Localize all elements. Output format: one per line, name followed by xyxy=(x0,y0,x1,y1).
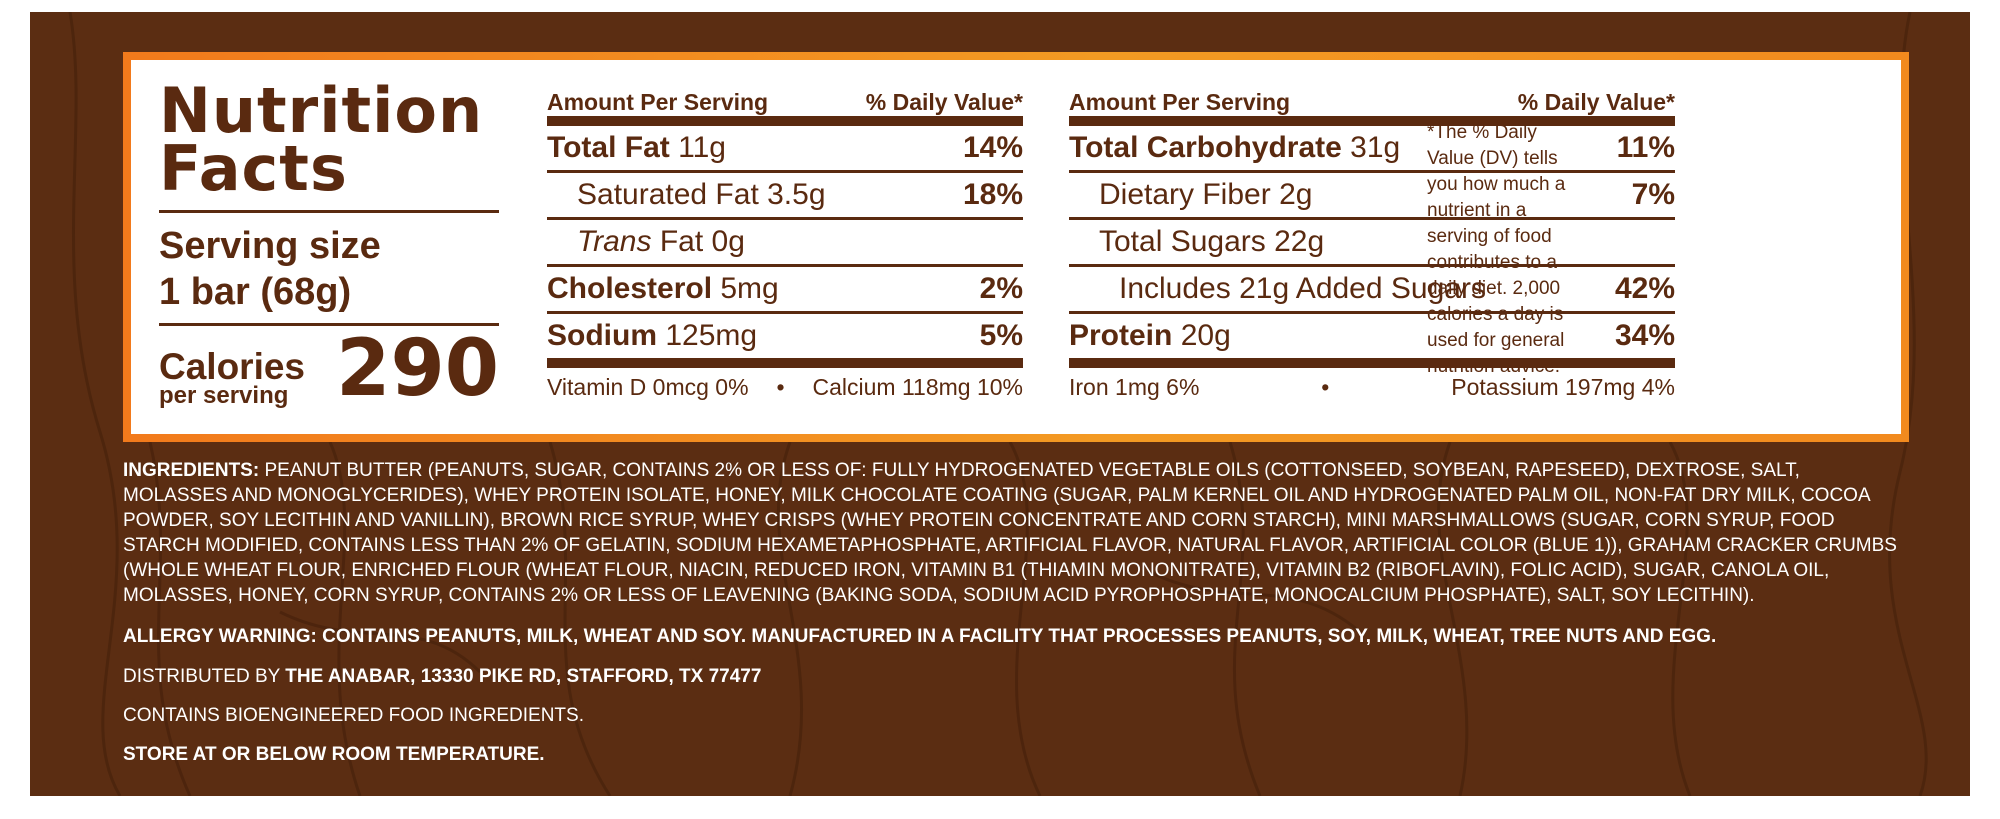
potassium: Potassium 197mg 4% xyxy=(1451,373,1675,400)
nutrient-row-cholesterol: Cholesterol 5mg 2% xyxy=(547,267,1023,314)
nutrient-amount: 125mg xyxy=(665,319,758,352)
nutrient-name: Protein xyxy=(1069,319,1173,352)
micronutrient-row: Iron 1mg 6% • Potassium 197mg 4% xyxy=(1069,368,1675,406)
nutrient-amount: 22g xyxy=(1274,225,1325,258)
serving-size-value: 1 bar (68g) xyxy=(159,271,352,313)
divider-thick xyxy=(1069,116,1675,126)
ingredients-label: INGREDIENTS: xyxy=(123,460,260,481)
header-amount: Amount Per Serving xyxy=(1069,89,1291,115)
nutrient-amount: 31g xyxy=(1350,131,1401,164)
nutrient-name: Total Carbohydrate xyxy=(1069,131,1342,164)
nutrient-name: Cholesterol xyxy=(547,272,713,305)
nutrient-amount: 0g xyxy=(711,225,745,258)
nutrient-dv: 18% xyxy=(962,178,1023,211)
bioengineered-notice: CONTAINS BIOENGINEERED FOOD INGREDIENTS. xyxy=(123,705,584,726)
nutrition-facts-header: Nutrition Facts Serving size 1 bar (68g)… xyxy=(159,74,499,408)
header-amount: Amount Per Serving xyxy=(547,89,769,115)
iron: Iron 1mg 6% xyxy=(1069,373,1200,400)
calories-row: Calories per serving 290 xyxy=(159,330,499,408)
separator-dot: • xyxy=(776,373,785,400)
distributor-line: DISTRIBUTED BY THE ANABAR, 13330 PIKE RD… xyxy=(123,664,1909,689)
nutrient-table-right: Amount Per Serving % Daily Value* Total … xyxy=(1069,82,1675,406)
nutrient-amount: 20g xyxy=(1180,319,1231,352)
calories-value: 290 xyxy=(336,324,499,414)
storage-instructions: STORE AT OR BELOW ROOM TEMPERATURE. xyxy=(123,744,545,765)
nutrient-name: Total Sugars xyxy=(1099,225,1266,258)
ingredients-text: PEANUT BUTTER (PEANUTS, SUGAR, CONTAINS … xyxy=(123,460,1897,606)
micronutrient-row: Vitamin D 0mcg 0% • Calcium 118mg 10% xyxy=(547,368,1023,406)
nutrient-dv: 7% xyxy=(1631,178,1675,211)
nutrition-facts-label: Nutrition Facts Serving size 1 bar (68g)… xyxy=(131,60,1901,434)
package-panel: Nutrition Facts Serving size 1 bar (68g)… xyxy=(30,12,1970,796)
nutrient-name: Sodium xyxy=(547,319,657,352)
nutrition-facts-frame: Nutrition Facts Serving size 1 bar (68g)… xyxy=(123,52,1909,442)
nutrient-row-dietary-fiber: Dietary Fiber 2g 7% xyxy=(1069,173,1675,220)
nutrient-amount: 11g xyxy=(678,131,726,164)
divider-thick xyxy=(547,116,1023,126)
divider xyxy=(159,210,499,213)
title-facts: Facts xyxy=(159,132,348,205)
serving-size: Serving size 1 bar (68g) xyxy=(159,223,499,315)
nutrient-dv: 42% xyxy=(1614,272,1675,305)
nutrient-name: Total Fat xyxy=(547,131,670,164)
divider-thick xyxy=(547,358,1023,368)
ingredients: INGREDIENTS: PEANUT BUTTER (PEANUTS, SUG… xyxy=(123,458,1909,608)
title-nutrition: Nutrition xyxy=(159,74,484,147)
nutrient-name-suffix: Fat xyxy=(659,225,704,258)
nutrient-row-saturated-fat: Saturated Fat 3.5g 18% xyxy=(547,173,1023,220)
nutrient-row-added-sugars: Includes 21g Added Sugars 42% xyxy=(1069,267,1675,314)
daily-value-footnote: *The % Daily Value (DV) tells you how mu… xyxy=(1427,122,1566,377)
header-daily-value: % Daily Value* xyxy=(1517,89,1675,115)
nutrient-name: Saturated Fat xyxy=(577,178,759,211)
nutrient-name: Trans xyxy=(577,225,652,258)
nutrient-dv: 14% xyxy=(962,131,1023,164)
calories-label: Calories xyxy=(159,346,306,387)
serving-size-label: Serving size xyxy=(159,225,381,267)
nutrient-name: Includes 21g Added Sugars xyxy=(1119,272,1486,305)
nutrient-dv: 11% xyxy=(1616,131,1675,164)
nutrient-dv: 5% xyxy=(979,319,1023,352)
nutrient-amount: 2g xyxy=(1279,178,1313,211)
calories-sub-label: per serving xyxy=(159,382,289,409)
table-header: Amount Per Serving % Daily Value* xyxy=(547,82,1023,116)
nutrient-table-left: Amount Per Serving % Daily Value* Total … xyxy=(547,82,1023,406)
wood-grain-background xyxy=(68,12,1928,796)
vitamin-d: Vitamin D 0mcg 0% xyxy=(547,373,749,400)
distributor-name: THE ANABAR, 13330 PIKE RD, STAFFORD, TX … xyxy=(285,666,762,687)
distributed-prefix: DISTRIBUTED BY xyxy=(123,666,280,687)
calcium: Calcium 118mg 10% xyxy=(812,373,1023,400)
nutrient-amount: 5mg xyxy=(720,272,779,305)
nutrient-dv: 34% xyxy=(1614,319,1675,352)
nutrient-row-protein: Protein 20g 34% xyxy=(1069,314,1675,358)
nutrient-row-sodium: Sodium 125mg 5% xyxy=(547,314,1023,358)
header-daily-value: % Daily Value* xyxy=(865,89,1023,115)
table-header: Amount Per Serving % Daily Value* xyxy=(1069,82,1675,116)
divider xyxy=(159,323,499,326)
divider-thick xyxy=(1069,358,1675,368)
separator-dot: • xyxy=(1321,373,1330,400)
nutrient-row-total-fat: Total Fat 11g 14% xyxy=(547,126,1023,173)
allergy-warning: ALLERGY WARNING: CONTAINS PEANUTS, MILK,… xyxy=(123,626,1717,647)
nutrient-row-trans-fat: Trans Fat 0g xyxy=(547,220,1023,267)
nutrient-amount: 3.5g xyxy=(767,178,826,211)
nutrient-name: Dietary Fiber xyxy=(1099,178,1271,211)
nutrient-row-total-carbohydrate: Total Carbohydrate 31g 11% xyxy=(1069,126,1675,173)
nutrient-row-total-sugars: Total Sugars 22g xyxy=(1069,220,1675,267)
nutrient-dv: 2% xyxy=(979,272,1023,305)
